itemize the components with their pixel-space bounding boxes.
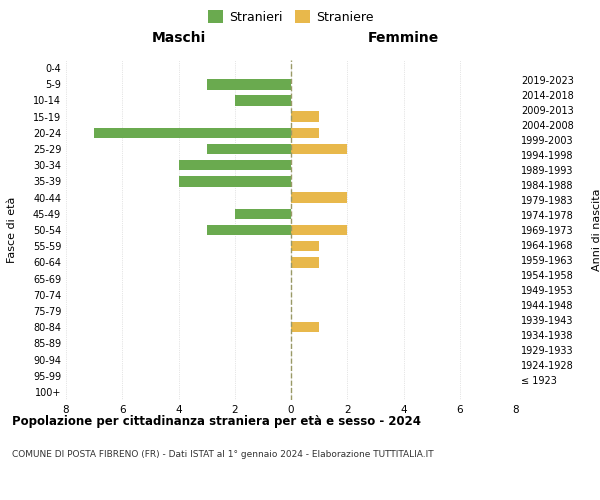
Bar [235,208,291,219]
Bar [291,192,347,203]
Bar [291,144,347,154]
Bar [235,95,291,106]
Bar [206,144,291,154]
Text: COMUNE DI POSTA FIBRENO (FR) - Dati ISTAT al 1° gennaio 2024 - Elaborazione TUTT: COMUNE DI POSTA FIBRENO (FR) - Dati ISTA… [12,450,434,459]
Bar [179,160,291,170]
Text: Popolazione per cittadinanza straniera per età e sesso - 2024: Popolazione per cittadinanza straniera p… [12,415,421,428]
Bar [291,257,319,268]
Bar [206,224,291,235]
Bar [94,128,291,138]
Bar [291,128,319,138]
Legend: Stranieri, Straniere: Stranieri, Straniere [203,5,379,28]
Text: Anni di nascita: Anni di nascita [592,188,600,271]
Text: Maschi: Maschi [151,31,206,45]
Text: Femmine: Femmine [368,31,439,45]
Bar [291,112,319,122]
Text: Fasce di età: Fasce di età [7,197,17,263]
Bar [291,224,347,235]
Bar [206,79,291,90]
Bar [179,176,291,186]
Bar [291,241,319,252]
Bar [291,322,319,332]
